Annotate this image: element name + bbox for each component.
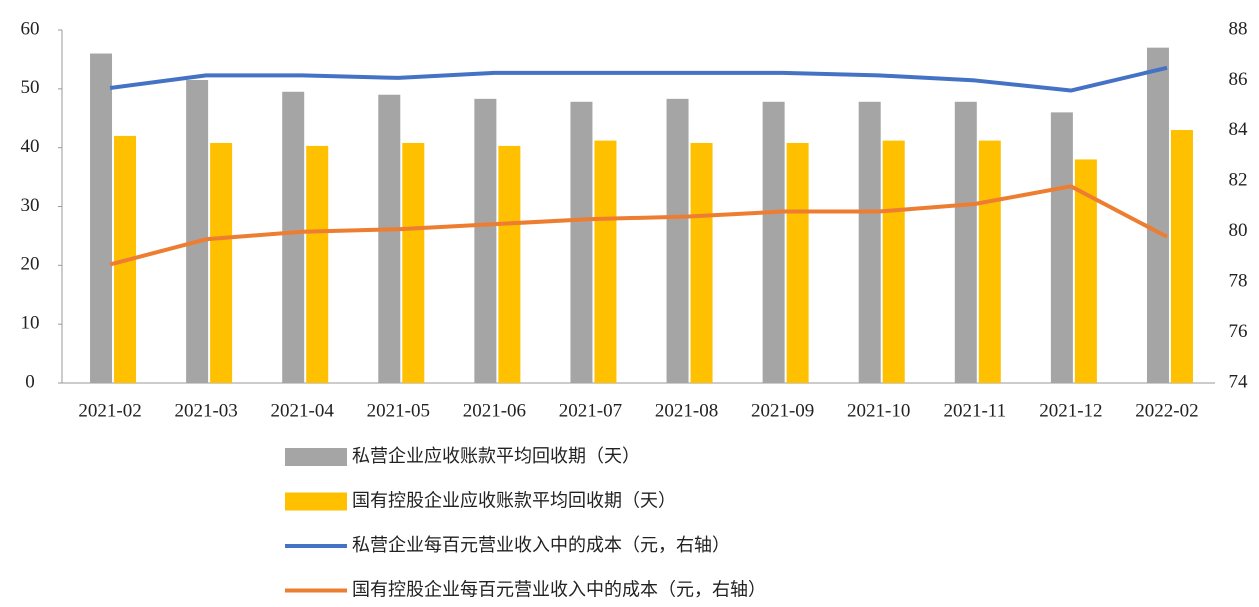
bar <box>186 80 209 383</box>
y2-tick-label: 88 <box>1229 18 1248 39</box>
x-tick-label: 2021-08 <box>655 400 718 421</box>
y-tick-label: 50 <box>21 77 40 98</box>
bar <box>762 101 785 383</box>
legend-label: 国有控股企业每百元营业收入中的成本（元，右轴） <box>352 580 766 601</box>
bar <box>402 142 425 383</box>
x-tick-label: 2021-05 <box>367 400 430 421</box>
y-tick-label: 0 <box>25 371 35 392</box>
y2-tick-label: 78 <box>1229 271 1248 292</box>
bar <box>306 145 329 383</box>
y2-tick-label: 82 <box>1229 170 1248 191</box>
bar <box>570 101 593 383</box>
bar <box>1074 159 1097 383</box>
x-tick-label: 2022-02 <box>1135 400 1198 421</box>
legend-label: 私营企业应收账款平均回收期（天） <box>352 446 640 467</box>
y2-tick-label: 74 <box>1229 371 1249 392</box>
y-tick-label: 40 <box>21 136 40 157</box>
bar <box>378 94 401 383</box>
x-tick-label: 2021-12 <box>1039 400 1102 421</box>
x-tick-label: 2021-04 <box>271 400 335 421</box>
bar <box>90 53 113 384</box>
bar <box>954 101 977 383</box>
bar <box>210 142 233 383</box>
bar <box>474 98 497 384</box>
legend-label: 私营企业每百元营业收入中的成本（元，右轴） <box>352 535 730 556</box>
legend-swatch <box>285 448 347 466</box>
bar <box>594 140 617 383</box>
y-tick-label: 20 <box>21 254 40 275</box>
bar <box>1050 112 1073 383</box>
x-tick-label: 2021-07 <box>559 400 622 421</box>
bar <box>978 140 1001 383</box>
x-tick-label: 2021-11 <box>943 400 1006 421</box>
bar <box>666 98 689 384</box>
bar <box>498 145 521 383</box>
y2-tick-label: 80 <box>1229 220 1248 241</box>
y-tick-label: 30 <box>21 195 40 216</box>
x-tick-label: 2021-02 <box>78 400 141 421</box>
legend-swatch <box>285 492 347 511</box>
y-tick-label: 10 <box>21 313 40 334</box>
x-tick-label: 2021-09 <box>751 400 814 421</box>
y2-tick-label: 76 <box>1229 321 1248 342</box>
bar <box>882 140 905 383</box>
line <box>109 184 1168 267</box>
bar <box>282 91 305 384</box>
bar <box>786 142 809 383</box>
bar <box>1170 130 1193 383</box>
bar <box>858 101 881 383</box>
x-tick-label: 2021-03 <box>174 400 237 421</box>
y2-tick-label: 86 <box>1229 69 1248 90</box>
bar <box>1146 47 1169 384</box>
y2-tick-label: 84 <box>1229 119 1249 140</box>
x-tick-label: 2021-06 <box>463 400 526 421</box>
y-tick-label: 60 <box>21 18 40 39</box>
x-tick-label: 2021-10 <box>847 400 910 421</box>
bar <box>690 142 713 383</box>
legend-label: 国有控股企业应收账款平均回收期（天） <box>352 491 676 512</box>
line <box>109 65 1168 93</box>
